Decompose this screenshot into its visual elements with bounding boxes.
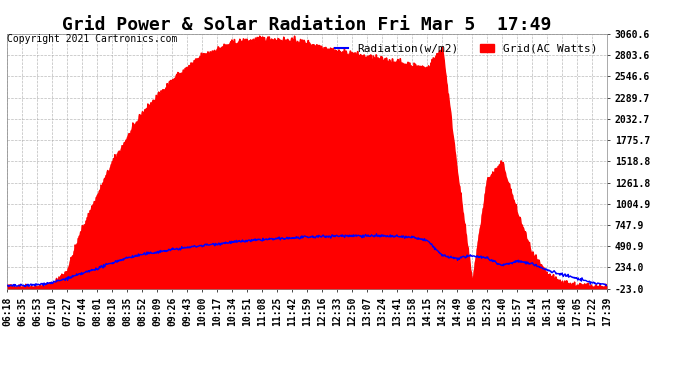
Title: Grid Power & Solar Radiation Fri Mar 5  17:49: Grid Power & Solar Radiation Fri Mar 5 1… xyxy=(62,16,552,34)
Legend: Radiation(w/m2), Grid(AC Watts): Radiation(w/m2), Grid(AC Watts) xyxy=(331,39,602,58)
Text: Copyright 2021 Cartronics.com: Copyright 2021 Cartronics.com xyxy=(7,34,177,44)
